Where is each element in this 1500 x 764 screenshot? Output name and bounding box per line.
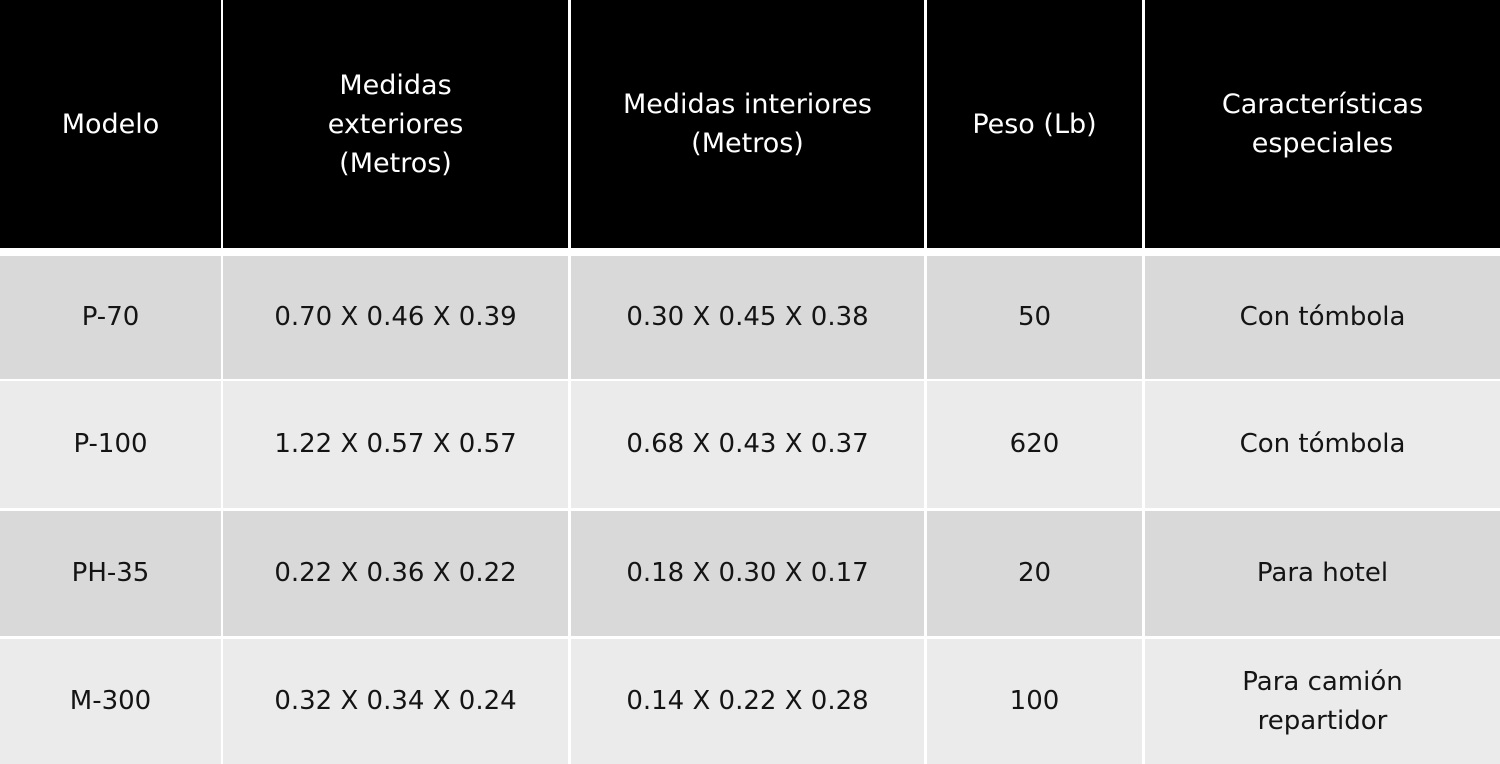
header-cell: Peso (Lb) — [927, 0, 1142, 248]
header-cell: Medidas exteriores (Metros) — [223, 0, 568, 248]
cell-text: 620 — [1009, 429, 1060, 459]
cell-text: 0.68 X 0.43 X 0.37 — [626, 429, 869, 459]
header-cell: Características especiales — [1145, 0, 1500, 248]
cell-text: PH-35 — [71, 558, 150, 588]
header-text: (Metros) — [691, 128, 804, 159]
header-text: Peso (Lb) — [972, 108, 1097, 140]
table-cell: P-70 — [0, 256, 221, 379]
cell-text: Para hotel — [1256, 558, 1389, 588]
table-cell: 0.68 X 0.43 X 0.37 — [571, 381, 924, 508]
cell-text: P-100 — [73, 429, 148, 459]
cell-text: P-70 — [81, 302, 140, 332]
header-text: exteriores — [327, 108, 464, 140]
cell-text: 0.14 X 0.22 X 0.28 — [626, 686, 869, 716]
cell-text: 0.30 X 0.45 X 0.38 — [626, 302, 869, 332]
table-cell: Con tómbola — [1145, 381, 1500, 508]
table-cell: 0.32 X 0.34 X 0.24 — [223, 639, 568, 764]
table-cell: PH-35 — [0, 511, 221, 636]
cell-text: Para camión repartidor — [1242, 666, 1403, 736]
header-cell: Medidas interiores (Metros) — [571, 0, 924, 248]
table-cell: Para camión repartidor — [1145, 639, 1500, 764]
table-cell: 100 — [927, 639, 1142, 764]
cell-text: 0.18 X 0.30 X 0.17 — [626, 558, 869, 588]
header-text: especiales — [1251, 128, 1394, 159]
cell-text: Con tómbola — [1239, 429, 1406, 459]
table-cell: 0.18 X 0.30 X 0.17 — [571, 511, 924, 636]
cell-text: Con tómbola — [1239, 302, 1406, 332]
header-text: (Metros) — [339, 147, 452, 179]
header-text: Características — [1221, 89, 1424, 120]
header-cell: Modelo — [0, 0, 221, 248]
cell-text: 20 — [1017, 558, 1052, 588]
cell-text: 0.70 X 0.46 X 0.39 — [274, 302, 517, 332]
cell-text: M-300 — [69, 686, 152, 716]
table-cell: 0.22 X 0.36 X 0.22 — [223, 511, 568, 636]
header-text: Medidas interiores — [623, 89, 872, 120]
table-cell: 0.30 X 0.45 X 0.38 — [571, 256, 924, 379]
cell-text: 100 — [1009, 686, 1060, 716]
table-cell: P-100 — [0, 381, 221, 508]
cell-text: 1.22 X 0.57 X 0.57 — [274, 429, 517, 459]
table-cell: Para hotel — [1145, 511, 1500, 636]
header-text: Modelo — [61, 108, 160, 140]
header-text: Medidas — [339, 69, 452, 101]
table-cell: 0.14 X 0.22 X 0.28 — [571, 639, 924, 764]
table-cell: 1.22 X 0.57 X 0.57 — [223, 381, 568, 508]
table-cell: Con tómbola — [1145, 256, 1500, 379]
cell-text: 50 — [1017, 302, 1052, 332]
cell-text: 0.22 X 0.36 X 0.22 — [274, 558, 517, 588]
table-cell: M-300 — [0, 639, 221, 764]
cell-text: 0.32 X 0.34 X 0.24 — [274, 686, 517, 716]
table-cell: 20 — [927, 511, 1142, 636]
table-cell: 620 — [927, 381, 1142, 508]
table-cell: 50 — [927, 256, 1142, 379]
table-cell: 0.70 X 0.46 X 0.39 — [223, 256, 568, 379]
